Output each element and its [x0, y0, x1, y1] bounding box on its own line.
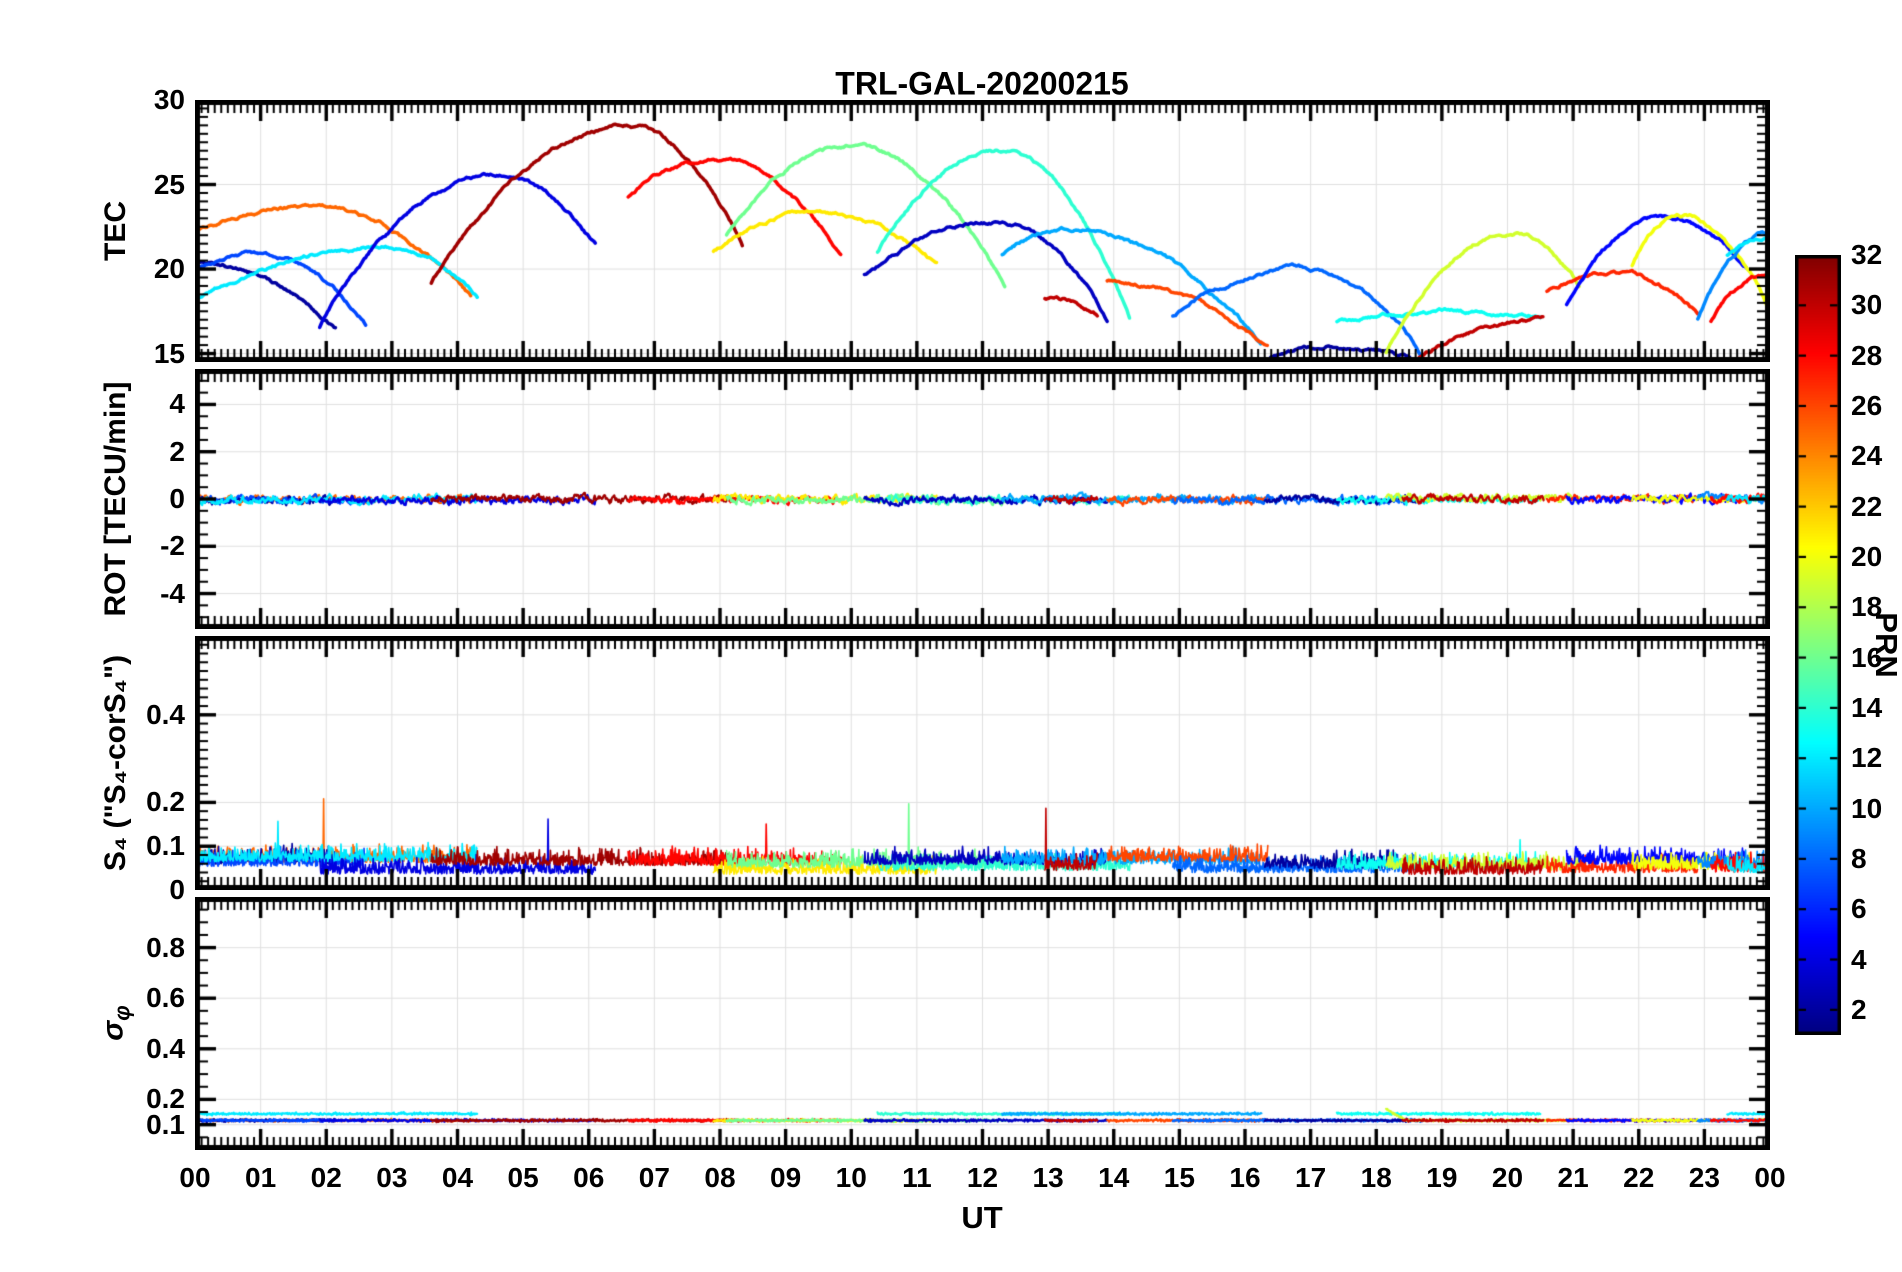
colorbar-tick-label: 12 — [1851, 742, 1883, 774]
colorbar-label: PRN — [1869, 612, 1902, 678]
colorbar-tick-label: 10 — [1851, 792, 1883, 824]
x-tick-label: 21 — [1557, 1162, 1589, 1193]
x-tick-label: 16 — [1229, 1162, 1261, 1193]
y-tick-label: 0.1 — [146, 1108, 185, 1140]
x-tick-label: 00 — [1754, 1162, 1786, 1193]
y-tick-label: 0.6 — [146, 982, 185, 1014]
x-tick-label: 17 — [1295, 1162, 1327, 1193]
tec-panel — [195, 100, 1770, 362]
y-tick-label: 0.2 — [146, 786, 185, 818]
x-tick-label: 02 — [310, 1162, 342, 1193]
x-tick-label: 12 — [966, 1162, 999, 1193]
y-tick-label: 25 — [153, 168, 185, 200]
x-tick-label: 22 — [1623, 1162, 1655, 1193]
chart-title: TRL-GAL-20200215 — [835, 65, 1129, 102]
tec-axis-label: TEC — [99, 201, 132, 261]
x-tick-label: 11 — [902, 1162, 932, 1193]
x-tick-label: 10 — [835, 1162, 867, 1193]
y-tick-label: 30 — [153, 84, 185, 115]
x-tick-label: 20 — [1491, 1162, 1524, 1193]
y-tick-label: 0.1 — [146, 830, 185, 862]
y-tick-label: 2 — [169, 435, 185, 467]
y-tick-label: 15 — [153, 337, 185, 369]
x-tick-label: 15 — [1163, 1162, 1195, 1193]
prn-colorbar — [1795, 255, 1841, 1035]
y-tick-label: 0.4 — [146, 1032, 185, 1064]
colorbar-tick-label: 28 — [1851, 339, 1883, 371]
x-axis-label: UT — [961, 1200, 1003, 1235]
y-tick-label: -2 — [160, 530, 185, 562]
y-tick-label: -4 — [160, 577, 185, 609]
x-tick-label: 00 — [179, 1162, 211, 1193]
x-tick-label: 13 — [1032, 1162, 1064, 1193]
y-tick-label: 0.2 — [146, 1083, 185, 1115]
colorbar-tick-label: 32 — [1851, 239, 1883, 270]
x-tick-label: 05 — [507, 1162, 539, 1193]
colorbar-tick-label: 14 — [1851, 691, 1883, 723]
y-tick-label: 0 — [169, 874, 185, 905]
y-tick-label: 0.8 — [146, 931, 185, 963]
colorbar-tick-label: 20 — [1851, 540, 1883, 572]
colorbar-tick-label: 2 — [1851, 993, 1867, 1025]
x-tick-label: 06 — [573, 1162, 605, 1193]
colorbar-tick-label: 4 — [1851, 943, 1867, 975]
s4-panel — [195, 636, 1770, 890]
x-tick-label: 04 — [441, 1162, 474, 1193]
rot-panel — [195, 369, 1770, 629]
y-tick-label: 4 — [169, 388, 185, 420]
x-tick-label: 09 — [770, 1162, 802, 1193]
x-tick-label: 03 — [376, 1162, 408, 1193]
y-tick-label: 20 — [153, 253, 185, 285]
colorbar-tick-label: 22 — [1851, 490, 1883, 522]
colorbar-tick-label: 30 — [1851, 289, 1883, 321]
x-tick-label: 18 — [1360, 1162, 1392, 1193]
colorbar-tick-label: 26 — [1851, 389, 1883, 421]
x-tick-label: 01 — [245, 1162, 277, 1193]
y-tick-label: 0 — [169, 483, 185, 514]
colorbar-tick-label: 16 — [1851, 641, 1883, 673]
colorbar-tick-label: 24 — [1851, 440, 1883, 472]
x-tick-label: 07 — [638, 1162, 670, 1193]
x-tick-label: 19 — [1426, 1162, 1458, 1193]
y-tick-label: 0.4 — [146, 698, 185, 730]
sigma-phi-panel — [195, 897, 1770, 1150]
colorbar-tick-label: 18 — [1851, 591, 1883, 623]
colorbar-tick-label: 8 — [1851, 842, 1867, 874]
colorbar-tick-label: 6 — [1851, 893, 1867, 925]
x-tick-label: 14 — [1098, 1162, 1130, 1193]
x-tick-label: 08 — [704, 1162, 736, 1193]
x-tick-label: 23 — [1688, 1162, 1720, 1193]
